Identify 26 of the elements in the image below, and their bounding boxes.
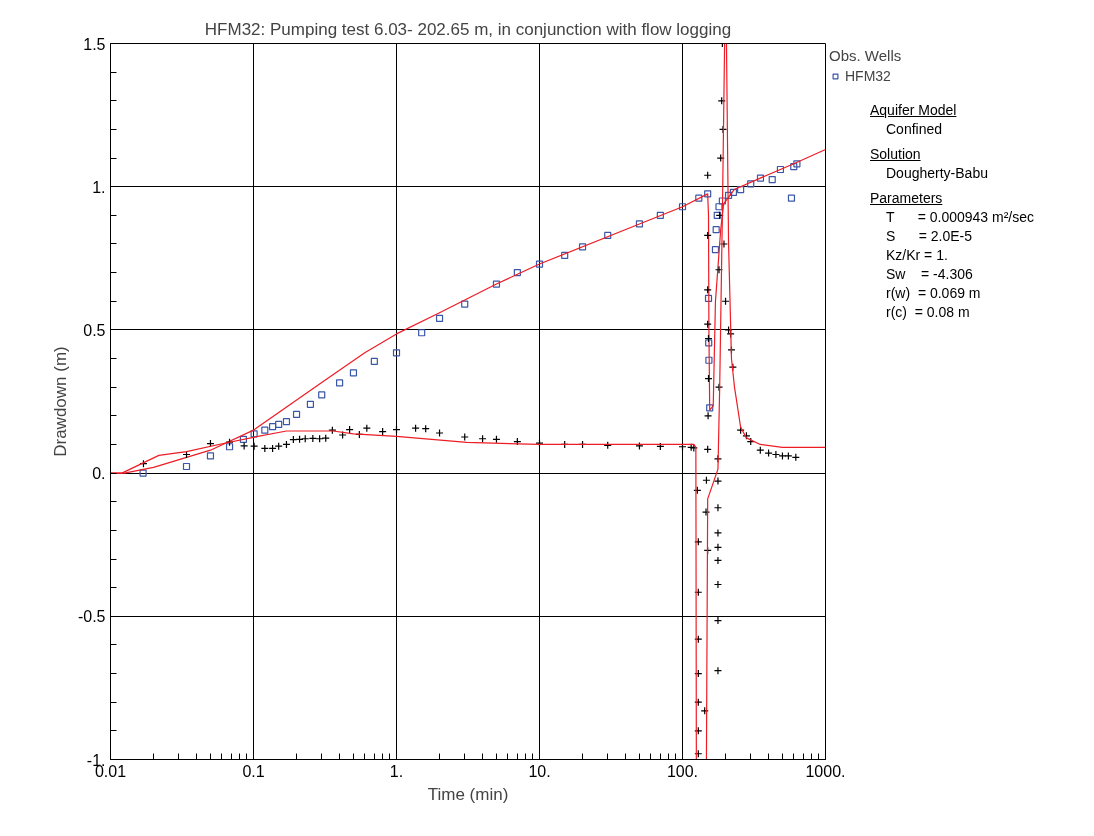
chart-title: HFM32: Pumping test 6.03- 202.65 m, in conjunction with flow logging [204, 19, 732, 39]
text: Kz/Kr = 1. [885, 246, 949, 265]
text: Confined [885, 120, 944, 139]
x-tick-label: 10. [528, 762, 551, 780]
y-axis-title: Drawdown (m) [50, 346, 70, 457]
legend-title: Obs. Wells [829, 47, 902, 64]
x-tick-label: 1000. [805, 762, 846, 780]
text: r(c) = 0.08 m [885, 303, 971, 322]
legend-label: HFM32 [845, 68, 891, 84]
y-tick-label: -0.5 [77, 608, 106, 626]
y-tick-label: 1.5 [83, 35, 106, 53]
text: S = 2.0E-5 [885, 227, 973, 246]
text: Parameters [870, 189, 944, 208]
x-axis-title: Time (min) [427, 784, 509, 804]
y-tick-label: 0. [92, 465, 106, 483]
x-tick-label: 100. [666, 762, 699, 780]
text: Aquifer Model [870, 101, 958, 120]
text: Dougherty-Babu [885, 164, 989, 183]
y-tick-label: 1. [92, 178, 106, 196]
text: T = 0.000943 m²/sec [885, 208, 1034, 227]
x-tick-label: 1. [389, 762, 404, 780]
text: Solution [870, 145, 922, 164]
y-tick-label: 0.5 [83, 321, 106, 339]
text: r(w) = 0.069 m [885, 284, 982, 303]
text: Sw = -4.306 [885, 265, 974, 284]
x-tick-label: 0.1 [242, 762, 265, 780]
